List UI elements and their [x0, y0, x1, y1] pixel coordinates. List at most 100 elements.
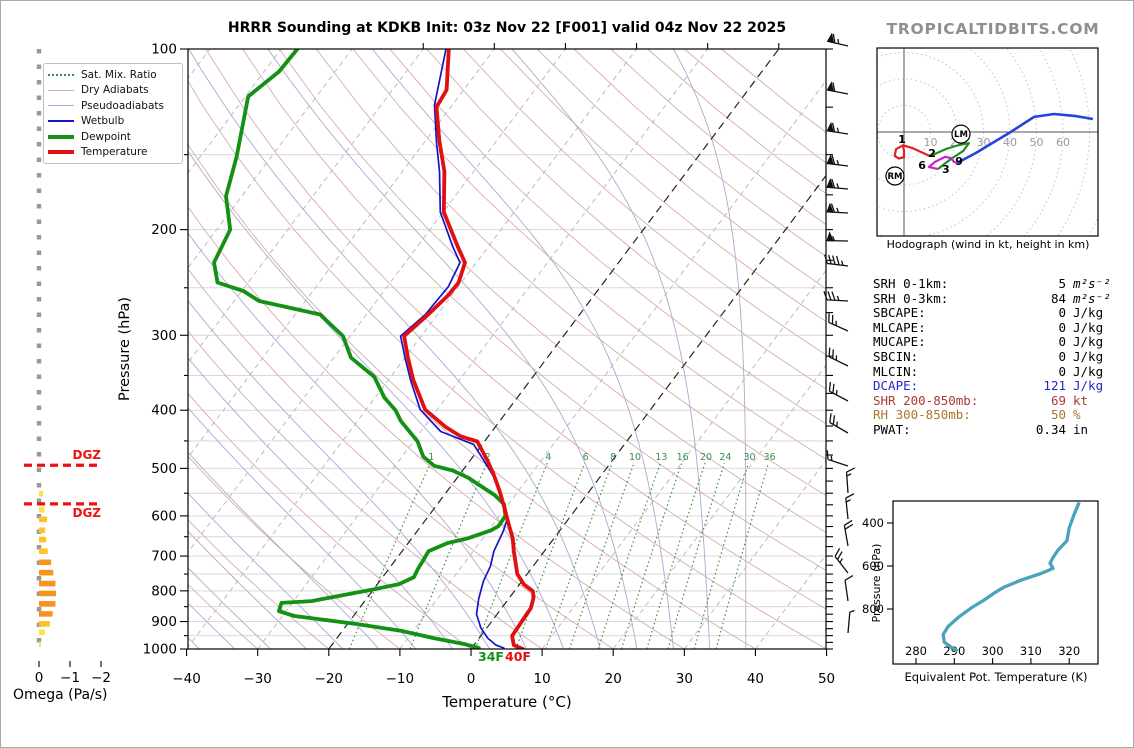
wind-barb [845, 493, 855, 520]
wind-barb [826, 177, 849, 190]
legend-item-mix: Sat. Mix. Ratio [48, 67, 182, 83]
legend-item-temperature: Temperature [48, 145, 182, 161]
temperature-curve [402, 49, 536, 649]
svg-text:10: 10 [924, 136, 938, 149]
svg-text:9: 9 [955, 155, 963, 168]
theta-e-x-title: Equivalent Pot. Temperature (K) [904, 670, 1087, 684]
stat-row-shr-200-850mb-: SHR 200-850mb: 69 kt [873, 393, 1131, 409]
wind-barb [847, 609, 855, 634]
legend-item-pseudo: Pseudoadiabats [48, 98, 182, 114]
wind-barb [828, 347, 849, 367]
stat-row-mlcin-: MLCIN: 0 J/kg [873, 363, 1131, 380]
x-axis-title: Temperature (°C) [441, 693, 571, 711]
temperature-line-sample [48, 150, 74, 155]
svg-text:1: 1 [898, 133, 906, 146]
legend-item-dry: Dry Adiabats [48, 83, 182, 99]
page-title: HRRR Sounding at KDKB Init: 03z Nov 22 [… [227, 20, 787, 36]
wind-barb [845, 467, 856, 494]
svg-text:−30: −30 [243, 671, 272, 687]
svg-text:20: 20 [700, 452, 712, 463]
wind-barb [824, 254, 849, 267]
stat-unit: J/kg [1073, 334, 1104, 350]
legend-label: Pseudoadiabats [81, 99, 164, 112]
svg-text:2: 2 [928, 147, 936, 160]
svg-text:−40: −40 [172, 671, 201, 687]
stats-panel: SRH 0-1km: 5 m²s⁻² SRH 0-3km: 84 m²s⁻² SBCAPE:… [873, 276, 1131, 438]
svg-text:300: 300 [982, 644, 1004, 658]
stat-row-srh-0-3km-: SRH 0-3km: 84 m²s⁻² [873, 290, 1131, 307]
stat-unit: m²s⁻² [1073, 276, 1111, 291]
svg-text:800: 800 [151, 583, 177, 599]
svg-text:50: 50 [818, 671, 835, 687]
skewt-background [188, 49, 826, 649]
theta-e-panel: 400 600 800 280 290 300 310 320 Equivalent Pot. … [862, 500, 1099, 684]
stat-label: SBCIN: [873, 348, 919, 364]
stat-label: SRH 0-1km: [873, 276, 949, 291]
wetbulb-line-sample [48, 120, 74, 123]
wind-barb [843, 519, 854, 547]
wind-barb [826, 202, 849, 214]
stat-value: 84 [1050, 290, 1066, 306]
legend-label: Dewpoint [81, 130, 131, 143]
theta-e-y-title: Pressure (hPa) [870, 544, 883, 623]
svg-text:RM: RM [887, 172, 902, 182]
legend-label: Dry Adiabats [81, 84, 149, 97]
svg-text:700: 700 [151, 549, 177, 565]
stat-unit: J/kg [1073, 348, 1104, 364]
svg-text:6: 6 [583, 452, 589, 463]
svg-text:16: 16 [677, 452, 689, 463]
svg-text:40: 40 [1003, 136, 1017, 149]
svg-text:36: 36 [763, 452, 775, 463]
pseudo-line-sample [48, 105, 74, 107]
stat-row-rh-300-850mb-: RH 300-850mb: 50% [873, 408, 1131, 423]
dewpoint-line-sample [48, 134, 74, 139]
svg-text:4: 4 [545, 452, 551, 463]
stat-row-pwat-: PWAT: 0.34 in [873, 422, 1131, 438]
svg-text:10: 10 [629, 452, 641, 463]
stat-value: 0 [1058, 363, 1066, 379]
svg-text:1000: 1000 [143, 642, 177, 658]
svg-text:100: 100 [151, 42, 177, 58]
mixing-ratio-labels: 1 2 4 6 8 10 13 16 20 24 30 36 [428, 452, 775, 463]
stat-row-mucape-: MUCAPE: 0 J/kg [873, 335, 1131, 350]
wind-barb [834, 548, 849, 574]
svg-text:0: 0 [467, 671, 476, 687]
svg-text:900: 900 [151, 614, 177, 630]
svg-text:400: 400 [862, 516, 884, 530]
stat-unit: % [1073, 407, 1081, 423]
svg-text:280: 280 [905, 644, 927, 658]
wind-barb [844, 574, 854, 602]
svg-text:13: 13 [655, 452, 667, 463]
svg-text:300: 300 [151, 328, 177, 344]
legend-label: Sat. Mix. Ratio [81, 68, 157, 81]
svg-text:3: 3 [942, 163, 950, 176]
wind-barb [829, 413, 849, 434]
dgz-label: DGZ [72, 506, 101, 520]
stat-value: 50 [1050, 407, 1066, 423]
stat-value: 0 [1058, 348, 1066, 364]
wetbulb-curve [399, 49, 508, 649]
wind-barb [828, 313, 849, 332]
svg-text:200: 200 [151, 222, 177, 238]
hodograph-trace-1-3km [929, 142, 970, 170]
stat-value: 0 [1058, 305, 1066, 321]
stat-value: 121 [1043, 378, 1066, 394]
wind-barb [826, 231, 849, 242]
svg-text:1: 1 [428, 452, 434, 463]
wind-barb [828, 381, 849, 402]
svg-text:400: 400 [151, 403, 177, 419]
dewpoint-curve [212, 49, 508, 649]
stat-row-sbcin-: SBCIN: 0 J/kg [873, 348, 1131, 365]
site-watermark: TROPICALTIDBITS.COM [886, 20, 1100, 38]
svg-text:310: 310 [1020, 644, 1042, 658]
stat-label: DCAPE: [873, 378, 919, 394]
hodograph-panel: 10203040506012369LMRMHodograph (wind in … [876, 47, 1099, 251]
temperature-axis: −40 −30 −20 −10 0 10 20 30 40 50 [172, 43, 835, 687]
wind-barb [823, 291, 849, 302]
svg-text:290: 290 [943, 644, 965, 658]
stat-unit: J/kg [1073, 378, 1104, 394]
hodograph-trace-9km+ [956, 112, 1094, 165]
theta-e-curve [941, 501, 1081, 653]
dgz-label: DGZ [72, 448, 101, 462]
